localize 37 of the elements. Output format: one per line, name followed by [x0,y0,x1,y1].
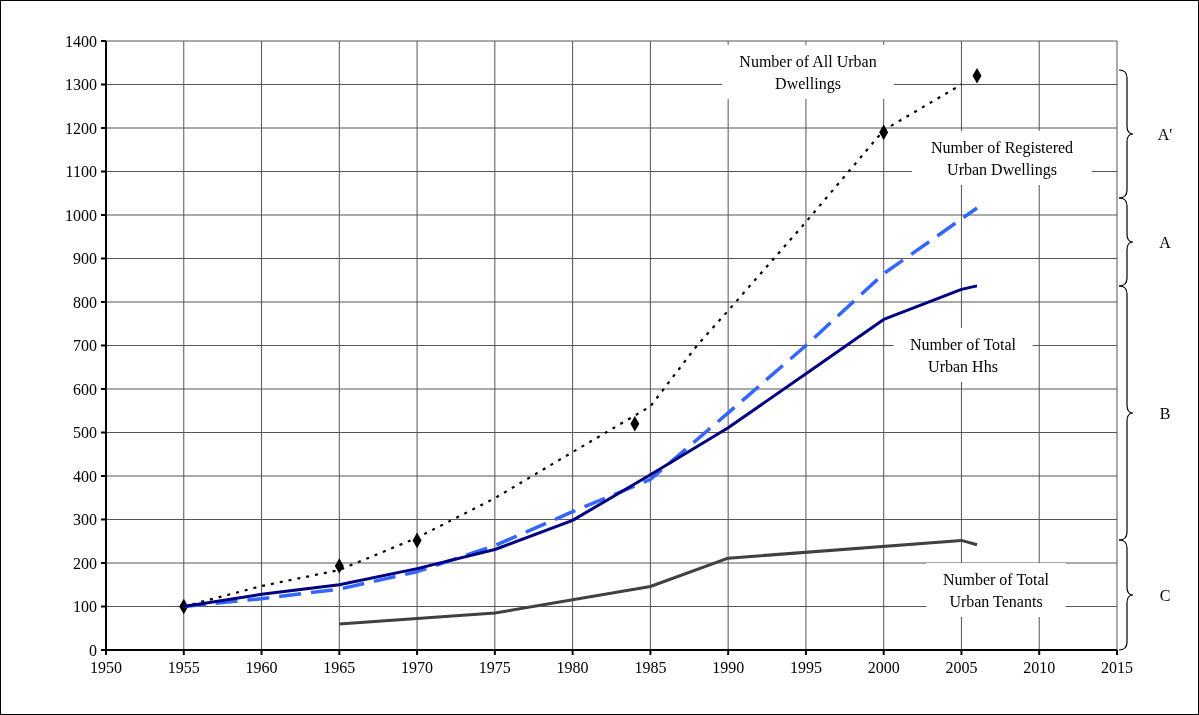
y-tick-label: 300 [73,511,97,529]
x-tick-label: 2000 [867,659,900,676]
x-tick-label: 1950 [90,659,122,676]
x-tick-label: 1990 [712,659,745,676]
annotation: Number of Total Urban Hhs [909,335,1017,375]
x-tick-label: 2005 [945,659,978,676]
x-tick-label: 1980 [556,659,589,676]
y-tick-label: 1200 [65,119,97,137]
x-tick-label: 1970 [401,659,434,676]
text: B [1159,404,1171,422]
x-tick-label: 1975 [478,659,511,676]
y-tick-label: 100 [73,598,97,616]
x-tick-label: 2010 [1023,659,1056,676]
y-tick-label: 0 [89,641,97,659]
y-tick-label: 1300 [65,76,97,94]
y-tick-label: 400 [73,467,97,485]
y-tick-label: 1000 [65,206,97,224]
y-tick-label: 1100 [65,163,97,181]
x-tick-label: 1985 [634,659,667,676]
x-tick-label: 1965 [323,659,356,676]
x-tick-label: 1955 [167,659,200,676]
annotation: Number of All Urban Dwellings [739,52,877,93]
y-tick-label: 900 [73,250,97,268]
annotation: Number of Registered Urban Dwellings [930,138,1074,179]
x-tick-label: 2015 [1101,659,1133,676]
text: C [1159,586,1171,604]
y-tick-label: 200 [73,554,97,572]
y-tick-label: 800 [73,293,97,311]
text: A [1159,233,1172,251]
x-tick-label: 1995 [789,659,822,676]
y-tick-label: 1400 [65,32,97,50]
y-tick-label: 600 [73,380,97,398]
annotation: Number of Total Urban Tenants [942,570,1050,610]
text: A' [1157,125,1173,143]
y-tick-label: 500 [73,424,97,442]
x-tick-label: 1960 [245,659,278,676]
y-tick-label: 700 [73,337,97,355]
